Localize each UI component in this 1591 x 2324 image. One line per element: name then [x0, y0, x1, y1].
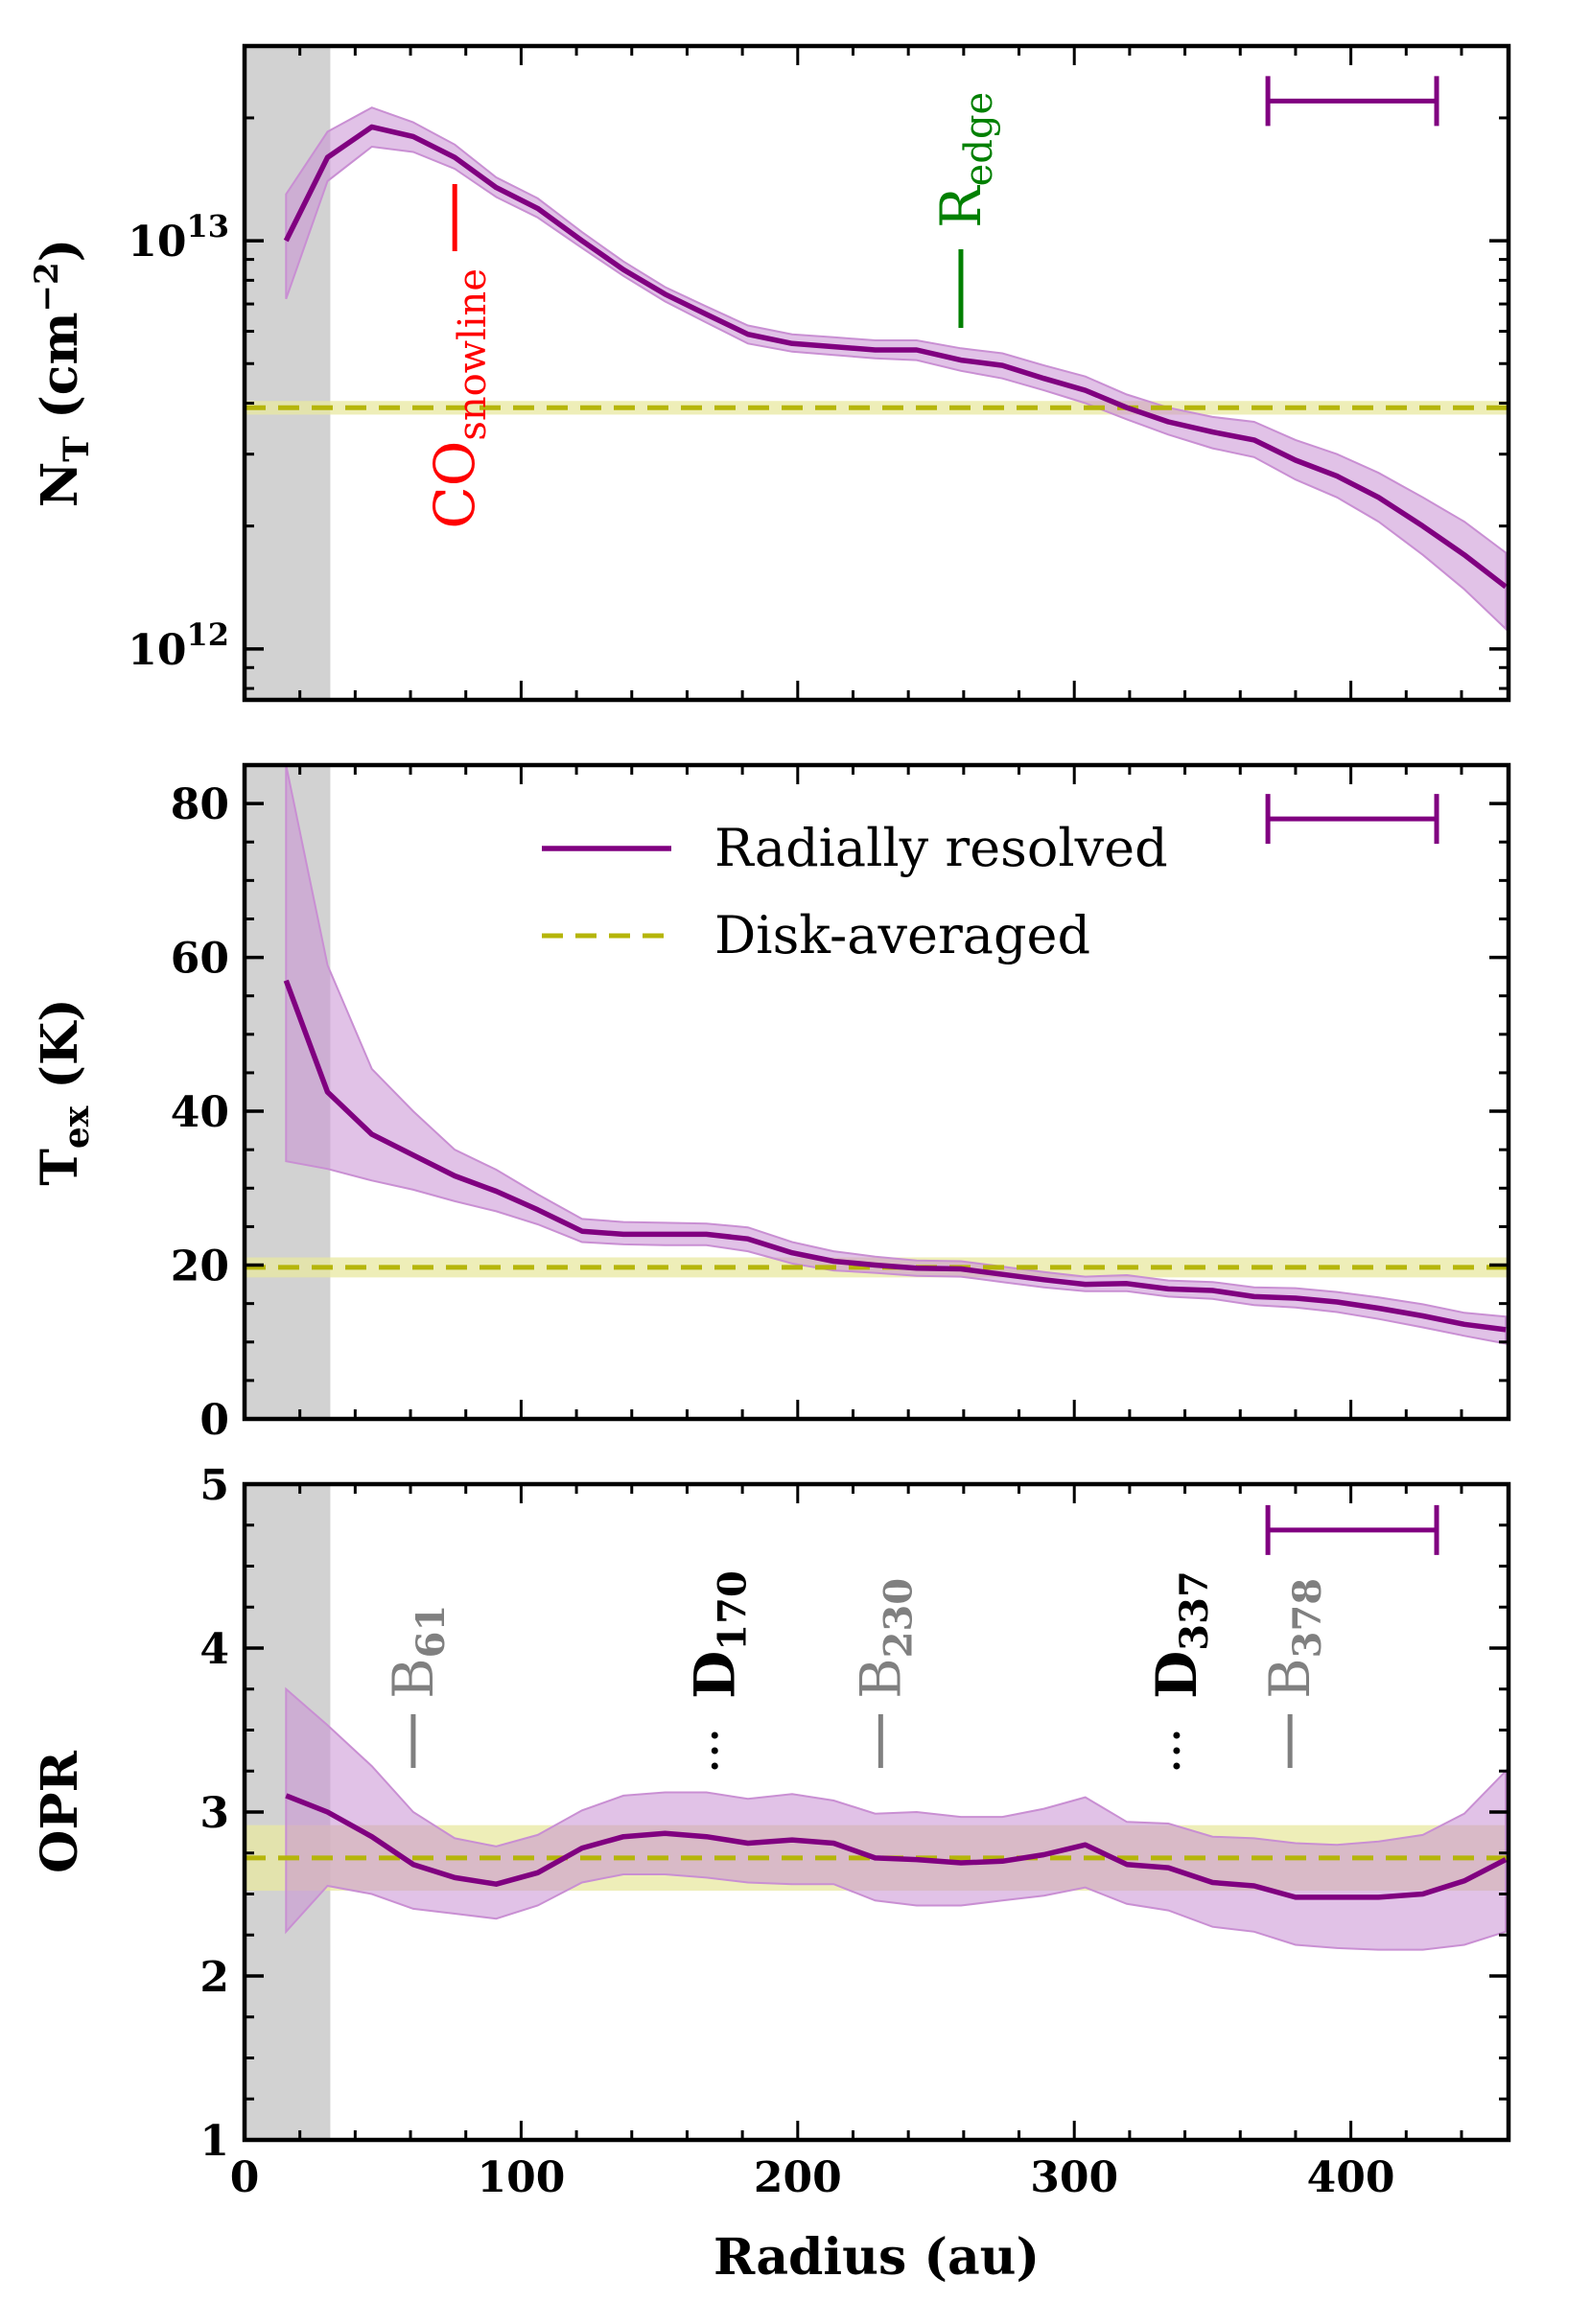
x-tick-label: 0 [230, 2153, 260, 2202]
y-axis-label: OPR [31, 1750, 89, 1872]
y-tick-base: 10 [128, 218, 186, 267]
y-tick-label: 60 [171, 935, 229, 984]
y-label-unit: (K) [31, 998, 89, 1106]
legend-averaged-label: Disk-averaged [714, 905, 1090, 965]
annotation-main: B [381, 1658, 446, 1699]
panel-frame [242, 762, 1511, 1422]
y-axis-label: NT (cm−2) [28, 239, 97, 507]
x-tick-label: 100 [477, 2153, 565, 2202]
snowline-label: COsnowline [422, 268, 495, 529]
annotation-main: B [848, 1658, 913, 1699]
y-tick-label: 80 [171, 780, 229, 829]
y-tick-label: 2 [199, 1953, 229, 2002]
y-label-main: T [31, 1149, 89, 1186]
annotation-subscript: 230 [876, 1578, 921, 1659]
y-tick-exponent: 13 [186, 208, 229, 244]
x-axis-label: Radius (au) [714, 2228, 1040, 2287]
annotation-subscript: 170 [710, 1570, 755, 1651]
y-tick-label: 5 [199, 1461, 229, 1510]
disk-averaged-band [245, 401, 1509, 415]
bright-ring-label: B378 [1257, 1578, 1330, 1699]
y-tick-base: 10 [128, 626, 186, 675]
annotation-main: CO [422, 441, 487, 529]
y-label-unit-exponent: −2 [28, 262, 66, 312]
legend: Radially resolved Disk-averaged [542, 818, 1168, 965]
dark-ring-label: D170 [682, 1570, 755, 1699]
dark-ring-marker-dot [1173, 1731, 1181, 1739]
y-tick-exponent: 12 [186, 616, 229, 653]
y-tick-label: 1012 [128, 616, 229, 675]
y-tick-label: 1 [199, 2117, 229, 2166]
y-label-subscript: ex [57, 1105, 97, 1149]
resolved-uncertainty-band [285, 765, 1508, 1345]
y-tick-label: 20 [171, 1243, 229, 1291]
resolved-uncertainty-band [285, 1686, 1508, 1951]
y-tick-label: 0 [199, 1396, 229, 1445]
radially-resolved-line [283, 979, 1507, 1333]
bright-ring-label: B61 [381, 1605, 454, 1699]
y-axis-label: Tex (K) [31, 998, 97, 1186]
y-tick-label: 3 [199, 1789, 229, 1838]
y-label-unit: (cm [31, 313, 89, 436]
y-label-unit-close: ) [31, 239, 89, 263]
annotation-subscript: edge [957, 92, 1001, 187]
x-axis: 0 100 200 300 400 Radius (au) [230, 2153, 1395, 2287]
edge-label: Redge [928, 92, 1001, 228]
dark-ring-marker-dot [1173, 1747, 1181, 1755]
dark-ring-label: D337 [1144, 1570, 1217, 1699]
x-tick-label: 300 [1030, 2153, 1118, 2202]
y-tick-label: 40 [171, 1088, 229, 1137]
annotation-subscript: 61 [409, 1605, 454, 1659]
excitation-temperature-panel: 0 20 40 60 80 Tex (K) Radially resolved Disk-av… [31, 762, 1511, 1445]
annotation-subscript: snowline [451, 268, 495, 441]
annotation-subscript: 337 [1172, 1570, 1217, 1651]
dark-ring-marker-dot [711, 1762, 718, 1770]
plot-area [245, 765, 1509, 1419]
beam-size-bar [1265, 794, 1439, 845]
annotation-main: D [682, 1651, 747, 1699]
annotation-main: D [1144, 1651, 1209, 1699]
panel-frame [242, 43, 1511, 703]
plot-area [245, 46, 1509, 700]
radially-resolved-line [283, 124, 1508, 590]
annotation-subscript: 378 [1285, 1578, 1330, 1659]
y-tick-label: 4 [199, 1625, 229, 1674]
x-tick-label: 400 [1307, 2153, 1395, 2202]
annotation-main: R [928, 184, 994, 228]
bright-ring-label: B230 [848, 1578, 921, 1699]
annotation-main: B [1257, 1658, 1322, 1699]
y-tick-label: 1013 [128, 208, 229, 267]
inner-shaded-region [245, 46, 331, 700]
x-tick-label: 200 [754, 2153, 842, 2202]
y-label-subscript: T [57, 436, 97, 462]
dark-ring-marker-dot [711, 1747, 718, 1755]
y-label-main: OPR [31, 1750, 89, 1872]
y-label-main: N [31, 462, 89, 508]
dark-ring-marker-dot [711, 1731, 718, 1739]
panel-frame [242, 1481, 1511, 2143]
beam-size-bar [1265, 76, 1439, 127]
resolved-uncertainty-band [285, 106, 1508, 632]
dark-ring-marker-dot [1173, 1762, 1181, 1770]
beam-size-bar [1265, 1504, 1439, 1555]
legend-resolved-label: Radially resolved [714, 818, 1168, 878]
radially-resolved-line [285, 1793, 1508, 1900]
